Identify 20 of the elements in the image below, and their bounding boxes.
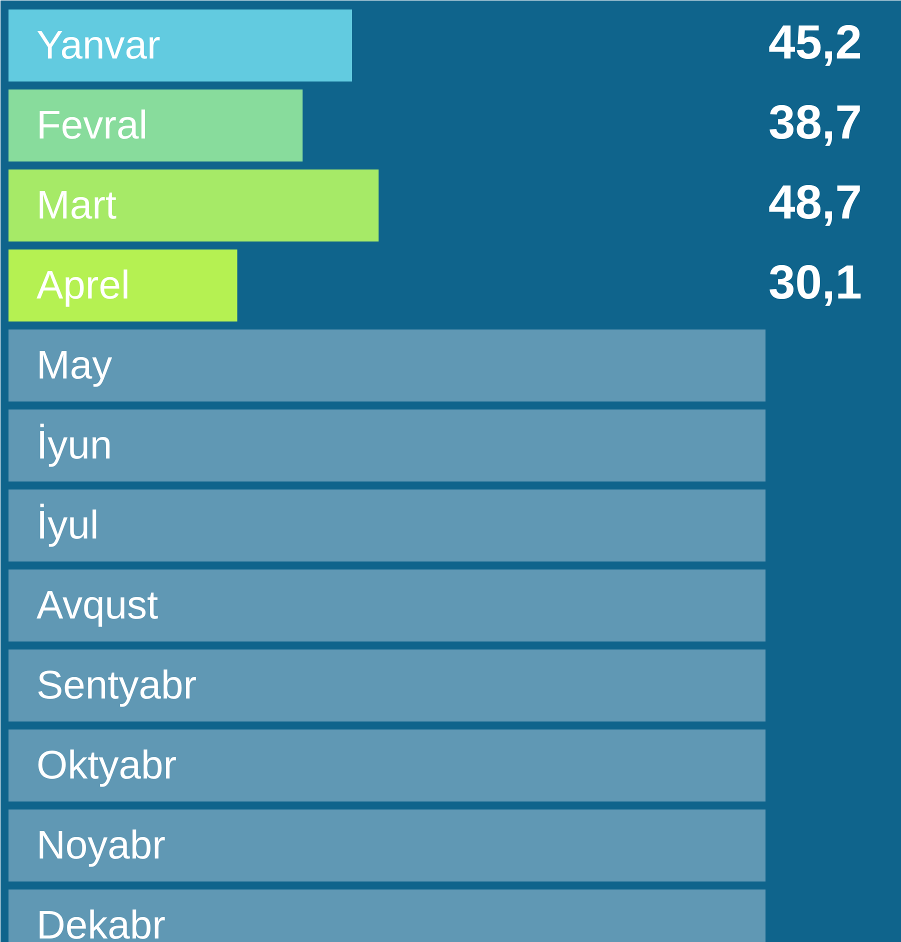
y-tick-label: Aprel bbox=[36, 264, 130, 308]
y-tick-label: Avqust bbox=[36, 584, 158, 628]
y-tick-label: May bbox=[36, 344, 112, 388]
data-label: 48,7 bbox=[768, 176, 862, 230]
y-tick-label: Mart bbox=[36, 184, 116, 228]
bar bbox=[8, 10, 352, 82]
data-label: 38,7 bbox=[768, 96, 862, 150]
y-tick-label: Yanvar bbox=[36, 24, 160, 68]
y-tick-label: İyun bbox=[36, 424, 112, 468]
data-label: 30,1 bbox=[768, 256, 862, 310]
y-tick-label: Dekabr bbox=[36, 904, 166, 942]
y-tick-label: Oktyabr bbox=[36, 744, 177, 788]
y-tick-label: Fevral bbox=[36, 104, 148, 148]
y-tick-label: Noyabr bbox=[36, 824, 166, 868]
y-tick-label: İyul bbox=[36, 504, 99, 548]
bar bbox=[8, 170, 379, 242]
data-label: 45,2 bbox=[768, 16, 862, 70]
bar bbox=[8, 250, 238, 322]
bar bbox=[8, 90, 303, 162]
y-tick-label: Sentyabr bbox=[36, 664, 197, 708]
